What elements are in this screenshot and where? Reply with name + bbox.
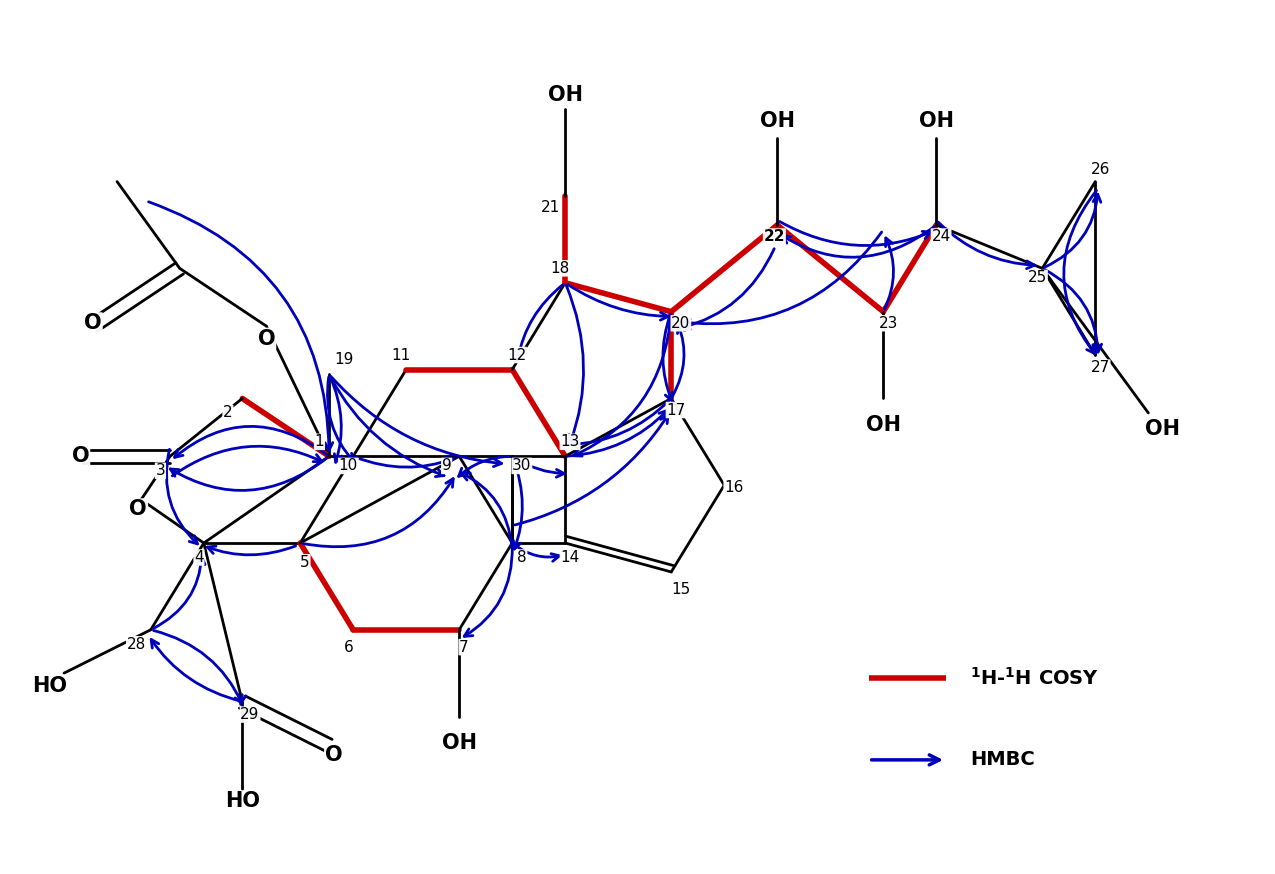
Text: 22: 22: [764, 229, 785, 244]
Text: $\mathbf{{}^1H}$-$\mathbf{{}^1H}$ COSY: $\mathbf{{}^1H}$-$\mathbf{{}^1H}$ COSY: [970, 667, 1099, 689]
Text: 11: 11: [391, 348, 411, 363]
Text: 12: 12: [507, 348, 527, 363]
Text: 5: 5: [300, 555, 310, 570]
Text: OH: OH: [548, 85, 583, 105]
Text: OH: OH: [760, 111, 794, 131]
Text: 26: 26: [1090, 162, 1109, 177]
Text: 4: 4: [194, 550, 204, 565]
Text: 28: 28: [126, 637, 145, 652]
Text: 7: 7: [459, 640, 469, 655]
Text: O: O: [325, 745, 343, 765]
Text: 23: 23: [878, 316, 898, 330]
Text: O: O: [130, 499, 147, 519]
Text: OH: OH: [1145, 420, 1181, 440]
Text: 13: 13: [560, 434, 580, 449]
Text: 10: 10: [339, 459, 358, 474]
Text: 30: 30: [513, 459, 532, 474]
Text: OH: OH: [919, 111, 954, 131]
Text: 27: 27: [1090, 360, 1109, 375]
Text: 3: 3: [156, 463, 166, 478]
Text: 21: 21: [541, 200, 561, 215]
Text: OH: OH: [441, 733, 477, 753]
Text: 9: 9: [442, 459, 451, 474]
Text: 19: 19: [334, 352, 353, 367]
Text: 8: 8: [518, 550, 527, 565]
Text: 6: 6: [343, 640, 353, 655]
Text: 20: 20: [671, 316, 691, 330]
Text: O: O: [71, 447, 89, 466]
Text: 24: 24: [932, 229, 951, 244]
Text: HO: HO: [32, 676, 68, 696]
Text: O: O: [84, 313, 102, 333]
Text: 14: 14: [561, 550, 580, 565]
Text: 1: 1: [315, 434, 324, 449]
Text: HMBC: HMBC: [970, 751, 1035, 769]
Text: 17: 17: [667, 403, 686, 418]
Text: 16: 16: [724, 480, 743, 495]
Text: HO: HO: [224, 791, 260, 811]
Text: O: O: [258, 329, 275, 349]
Text: 2: 2: [223, 406, 233, 420]
Text: 25: 25: [1028, 270, 1047, 286]
Text: 29: 29: [241, 707, 260, 722]
Text: OH: OH: [866, 415, 900, 435]
Text: 15: 15: [671, 582, 691, 597]
Text: 18: 18: [551, 260, 570, 276]
